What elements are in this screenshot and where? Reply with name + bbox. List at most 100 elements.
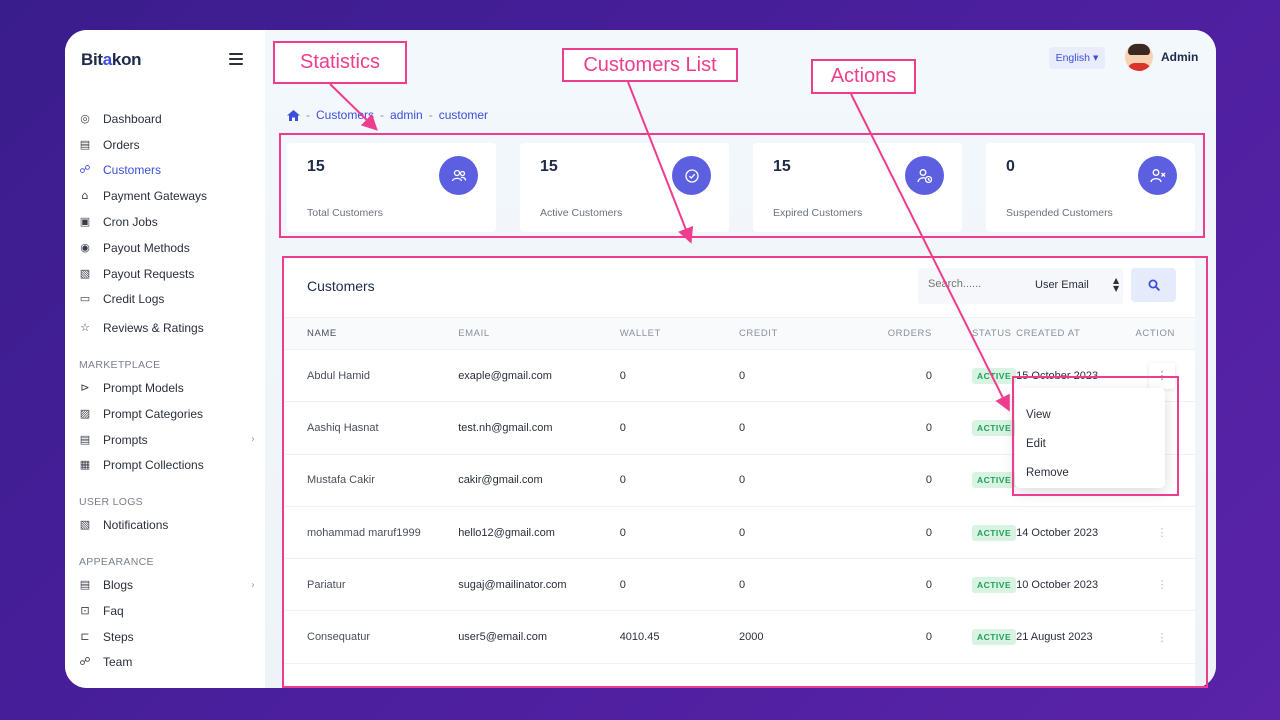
sidebar-item-payment-gateways[interactable]: ⌂ Payment Gateways bbox=[79, 183, 259, 209]
breadcrumb: - Customers - admin - customer bbox=[287, 108, 488, 122]
card-title: Customers bbox=[307, 278, 375, 294]
users-icon bbox=[439, 156, 478, 195]
sidebar-item-blogs[interactable]: ▤ Blogs › bbox=[79, 572, 259, 598]
cell-wallet: 0 bbox=[619, 526, 626, 539]
menu-item-view[interactable]: View bbox=[1026, 408, 1051, 421]
sidebar-item-payout-requests[interactable]: ▧ Payout Requests bbox=[79, 261, 259, 287]
column-header[interactable]: CREATED AT bbox=[1016, 317, 1136, 350]
sidebar-item-prompt-models[interactable]: ⊳ Prompt Models bbox=[79, 375, 259, 401]
annotation-label-actions: Actions bbox=[811, 59, 916, 94]
sidebar-item-payout-methods[interactable]: ◉ Payout Methods bbox=[79, 235, 259, 261]
user-name[interactable]: Admin bbox=[1161, 50, 1199, 64]
select-arrows-icon: ▲ ▼ bbox=[1113, 276, 1120, 293]
sidebar-item-label: Orders bbox=[103, 137, 140, 152]
kebab-menu-icon[interactable]: ⋮ bbox=[1156, 578, 1168, 592]
sidebar-item-credit-logs[interactable]: ▭ Credit Logs bbox=[79, 287, 259, 313]
menu-toggle-icon[interactable] bbox=[229, 53, 243, 68]
sidebar-item-label: Notifications bbox=[103, 518, 169, 533]
table-row: Pariatur sugaj@mailinator.com 0 0 0 ACTI… bbox=[283, 559, 1195, 611]
search-button[interactable] bbox=[1131, 268, 1176, 302]
cell-status: ACTIVE bbox=[936, 402, 1017, 454]
cell-name: Consequatur bbox=[307, 631, 370, 644]
breadcrumb-item[interactable]: Customers bbox=[316, 108, 375, 122]
sidebar-item-reviews[interactable]: ☆ Reviews & Ratings bbox=[79, 315, 259, 341]
breadcrumb-separator: - bbox=[306, 108, 310, 122]
cell-status: ACTIVE bbox=[936, 559, 1017, 611]
annotation-box-actions bbox=[1012, 376, 1179, 496]
caret-down-icon: ▼ bbox=[1093, 54, 1099, 62]
sidebar-item-label: Team bbox=[103, 655, 133, 670]
sidebar-item-label: Credit Logs bbox=[103, 292, 165, 307]
menu-item-edit[interactable]: Edit bbox=[1026, 437, 1046, 450]
sidebar-item-cron-jobs[interactable]: ▣ Cron Jobs bbox=[79, 209, 259, 235]
action-dropdown: View Edit Remove bbox=[1015, 388, 1165, 488]
customers-table: NAME EMAIL WALLET CREDIT ORDERS STATUS C… bbox=[283, 317, 1195, 664]
sidebar-item-orders[interactable]: ▤ Orders bbox=[79, 132, 259, 158]
language-select[interactable]: English ▼ bbox=[1049, 47, 1105, 69]
cell-email: cakir@gmail.com bbox=[458, 474, 543, 487]
cell-name: Pariatur bbox=[307, 578, 346, 591]
sidebar-item-customers[interactable]: ☍ Customers bbox=[79, 158, 259, 184]
sidebar-item-team[interactable]: ☍ Team bbox=[79, 650, 259, 676]
cell-name: Aashiq Hasnat bbox=[307, 421, 379, 434]
prompt-categories-icon: ▨ bbox=[79, 406, 91, 420]
breadcrumb-item[interactable]: admin bbox=[390, 108, 423, 122]
cell-created: 14 October 2023 bbox=[1016, 526, 1099, 539]
sidebar-item-label: Prompt Models bbox=[103, 381, 184, 396]
column-header[interactable]: EMAIL bbox=[458, 317, 620, 350]
chevron-right-icon: › bbox=[251, 579, 255, 591]
brand-logo[interactable]: Bitakon bbox=[81, 50, 142, 70]
status-badge: ACTIVE bbox=[971, 629, 1017, 646]
topbar: English ▼ Admin bbox=[265, 30, 1216, 90]
column-header[interactable]: WALLET bbox=[619, 317, 739, 350]
menu-item-remove[interactable]: Remove bbox=[1026, 466, 1069, 479]
sidebar-item-label: Payout Requests bbox=[103, 266, 195, 281]
sidebar-item-prompts[interactable]: ▤ Prompts › bbox=[79, 427, 259, 453]
sidebar: Bitakon ◎ Dashboard ▤ Orders ☍ Customers ⌂ P… bbox=[65, 30, 265, 688]
payout-requests-icon: ▧ bbox=[79, 266, 91, 280]
sidebar-item-prompt-collections[interactable]: ▦ Prompt Collections bbox=[79, 453, 259, 479]
cell-action: ⋮ bbox=[1136, 559, 1196, 611]
column-header[interactable]: NAME bbox=[283, 317, 459, 350]
sidebar-item-dashboard[interactable]: ◎ Dashboard bbox=[79, 106, 259, 132]
steps-icon: ⊏ bbox=[80, 629, 90, 643]
cell-status: ACTIVE bbox=[936, 506, 1017, 558]
kebab-menu-icon[interactable]: ⋮ bbox=[1156, 630, 1168, 644]
cell-wallet: 0 bbox=[619, 369, 626, 382]
sidebar-item-label: Cron Jobs bbox=[103, 215, 158, 230]
sidebar-item-prompt-categories[interactable]: ▨ Prompt Categories bbox=[79, 401, 259, 427]
cell-credit: 0 bbox=[738, 526, 746, 539]
cell-wallet: 4010.45 bbox=[619, 631, 660, 644]
stat-label: Total Customers bbox=[307, 207, 383, 219]
stat-card-suspended: 0 Suspended Customers bbox=[986, 143, 1195, 232]
kebab-menu-icon[interactable]: ⋮ bbox=[1149, 362, 1175, 389]
sidebar-item-steps[interactable]: ⊏ Steps bbox=[79, 624, 259, 650]
sidebar-item-label: Prompt Collections bbox=[103, 458, 204, 473]
cell-credit: 0 bbox=[738, 421, 746, 434]
sidebar-item-label: Blogs bbox=[103, 578, 134, 593]
sidebar-item-faq[interactable]: ⊡ Faq bbox=[79, 598, 259, 624]
search-field-select[interactable]: User Email bbox=[1035, 279, 1089, 291]
sidebar-item-notifications[interactable]: ▧ Notifications bbox=[79, 512, 259, 538]
language-label: English bbox=[1055, 52, 1091, 64]
home-icon[interactable] bbox=[287, 109, 300, 121]
breadcrumb-item: customer bbox=[438, 108, 489, 122]
kebab-menu-icon[interactable]: ⋮ bbox=[1156, 526, 1168, 540]
sidebar-nav: ◎ Dashboard ▤ Orders ☍ Customers ⌂ Payment G… bbox=[79, 106, 259, 675]
cell-orders: 0 bbox=[925, 578, 932, 591]
cell-credit: 0 bbox=[738, 578, 746, 591]
cell-created: 10 October 2023 bbox=[1016, 578, 1099, 591]
column-header[interactable]: CREDIT bbox=[738, 317, 857, 350]
cron-icon: ▣ bbox=[79, 215, 91, 229]
cell-email: hello12@gmail.com bbox=[458, 526, 555, 539]
bank-icon: ⌂ bbox=[81, 189, 89, 203]
table-row: Consequatur user5@email.com 4010.45 2000… bbox=[283, 611, 1195, 664]
dashboard-icon: ◎ bbox=[80, 111, 90, 125]
annotation-box-statistics bbox=[279, 133, 1205, 238]
notifications-icon: ▧ bbox=[79, 518, 91, 532]
sidebar-item-label: Steps bbox=[103, 629, 134, 644]
status-badge: ACTIVE bbox=[971, 419, 1017, 436]
cell-status: ACTIVE bbox=[936, 611, 1017, 663]
sidebar-item-label: Payment Gateways bbox=[103, 189, 208, 204]
avatar[interactable] bbox=[1125, 43, 1153, 71]
